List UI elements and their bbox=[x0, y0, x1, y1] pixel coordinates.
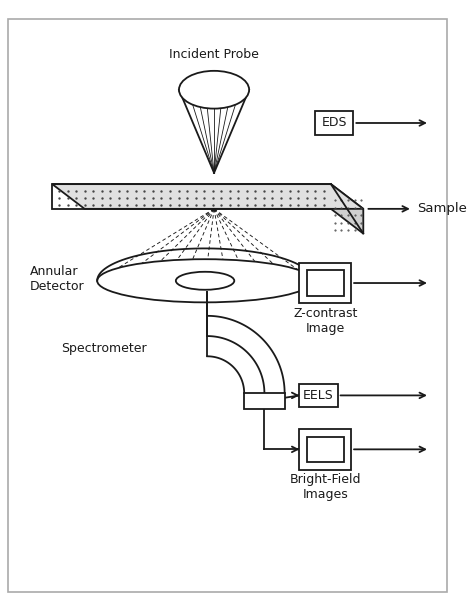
Polygon shape bbox=[52, 184, 331, 209]
Polygon shape bbox=[331, 184, 363, 233]
Text: Z-contrast
Image: Z-contrast Image bbox=[293, 307, 357, 335]
Text: Spectrometer: Spectrometer bbox=[61, 342, 147, 355]
Bar bbox=[300, 263, 351, 303]
Ellipse shape bbox=[179, 71, 249, 109]
Text: EELS: EELS bbox=[303, 389, 334, 402]
Bar bbox=[300, 384, 337, 407]
Text: Incident Probe: Incident Probe bbox=[169, 48, 259, 60]
Ellipse shape bbox=[97, 259, 313, 302]
Bar bbox=[300, 429, 351, 470]
Text: Bright-Field
Images: Bright-Field Images bbox=[290, 473, 361, 501]
Bar bbox=[307, 271, 344, 296]
Text: Sample: Sample bbox=[417, 202, 467, 215]
Ellipse shape bbox=[176, 272, 234, 290]
Text: EDS: EDS bbox=[321, 117, 347, 130]
Bar bbox=[307, 437, 344, 462]
Bar bbox=[244, 393, 284, 409]
Polygon shape bbox=[52, 184, 363, 209]
Bar bbox=[315, 111, 354, 134]
Text: Annular
Detector: Annular Detector bbox=[30, 265, 84, 293]
